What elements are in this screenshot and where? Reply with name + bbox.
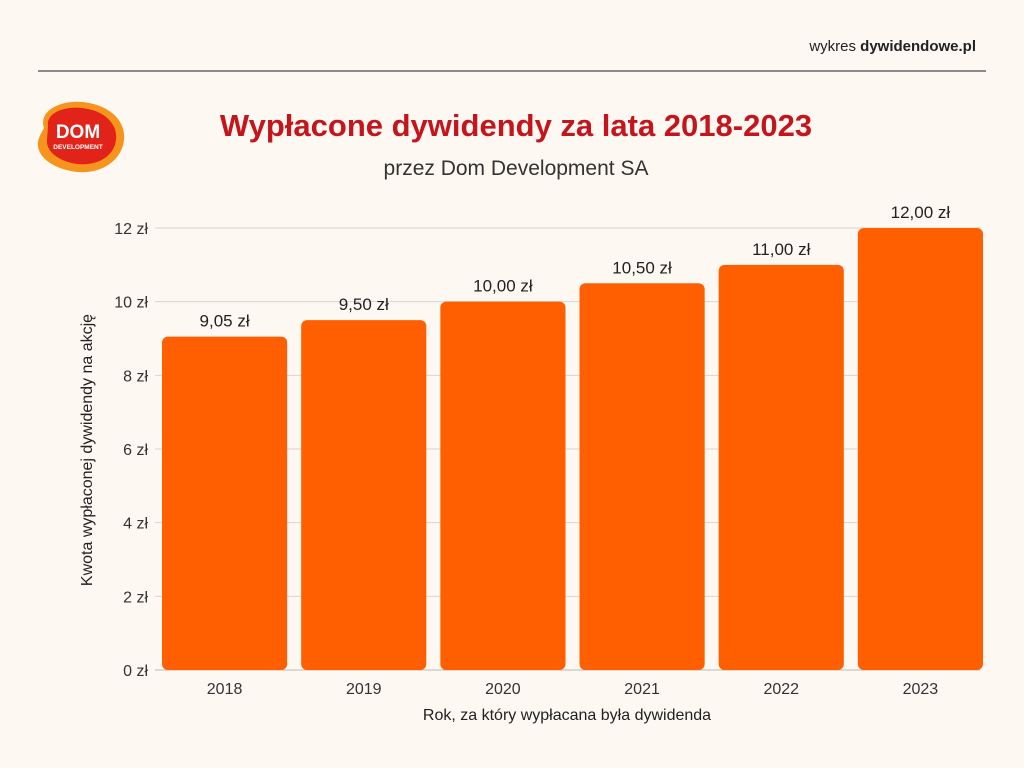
y-tick-label: 2 zł — [123, 589, 148, 606]
bar-2018 — [162, 336, 288, 670]
brand-prefix: wykres — [809, 38, 861, 55]
x-axis-title: Rok, za który wypłacana była dywidenda — [423, 707, 711, 724]
y-tick-label: 0 zł — [123, 663, 148, 680]
bar-2019 — [301, 320, 427, 670]
brand-site: dywidendowe.pl — [860, 38, 976, 55]
bar-2023 — [857, 228, 983, 670]
data-label: 11,00 zł — [752, 240, 811, 259]
y-tick-label: 6 zł — [123, 442, 148, 459]
x-tick-label: 2019 — [346, 681, 382, 698]
logo-text-bottom: DEVELOPMENT — [53, 144, 103, 151]
chart-subtitle: przez Dom Development SA — [383, 157, 649, 180]
y-tick-label: 8 zł — [123, 368, 148, 385]
x-tick-label: 2021 — [624, 681, 660, 698]
dom-development-logo: DOM DEVELOPMENT — [37, 101, 125, 173]
y-axis-ticks: 0 zł 2 zł 4 zł 6 zł 8 zł 10 zł 12 zł — [114, 221, 148, 680]
x-tick-label: 2020 — [485, 681, 521, 698]
y-tick-label: 10 zł — [114, 295, 148, 312]
bar-2022 — [718, 264, 844, 670]
data-label: 12,00 zł — [891, 203, 951, 222]
logo-inner-shape — [46, 107, 117, 165]
bar-2021 — [579, 283, 705, 670]
data-label: 9,05 zł — [200, 312, 250, 331]
brand-label: wykres dywidendowe.pl — [809, 38, 976, 55]
y-tick-label: 12 zł — [114, 221, 148, 238]
data-label: 10,50 zł — [612, 258, 672, 277]
bar-2020 — [440, 301, 566, 670]
header-divider — [38, 70, 986, 72]
data-label: 10,00 zł — [473, 277, 533, 296]
data-labels: 9,05 zł 9,50 zł 10,00 zł 10,50 zł 11,00 zł 12… — [200, 203, 951, 331]
x-tick-label: 2023 — [903, 681, 939, 698]
chart-bars — [162, 228, 983, 670]
chart-title: Wypłacone dywidendy za lata 2018-2023 — [219, 108, 813, 143]
y-tick-label: 4 zł — [123, 516, 148, 533]
x-axis-ticks: 2018 2019 2020 2021 2022 2023 — [207, 681, 939, 698]
x-tick-label: 2022 — [763, 681, 799, 698]
x-tick-label: 2018 — [207, 681, 243, 698]
logo-text-top: DOM — [56, 122, 100, 143]
data-label: 9,50 zł — [339, 295, 389, 314]
y-axis-title: Kwota wypłaconej dywidendy na akcję — [79, 314, 96, 586]
